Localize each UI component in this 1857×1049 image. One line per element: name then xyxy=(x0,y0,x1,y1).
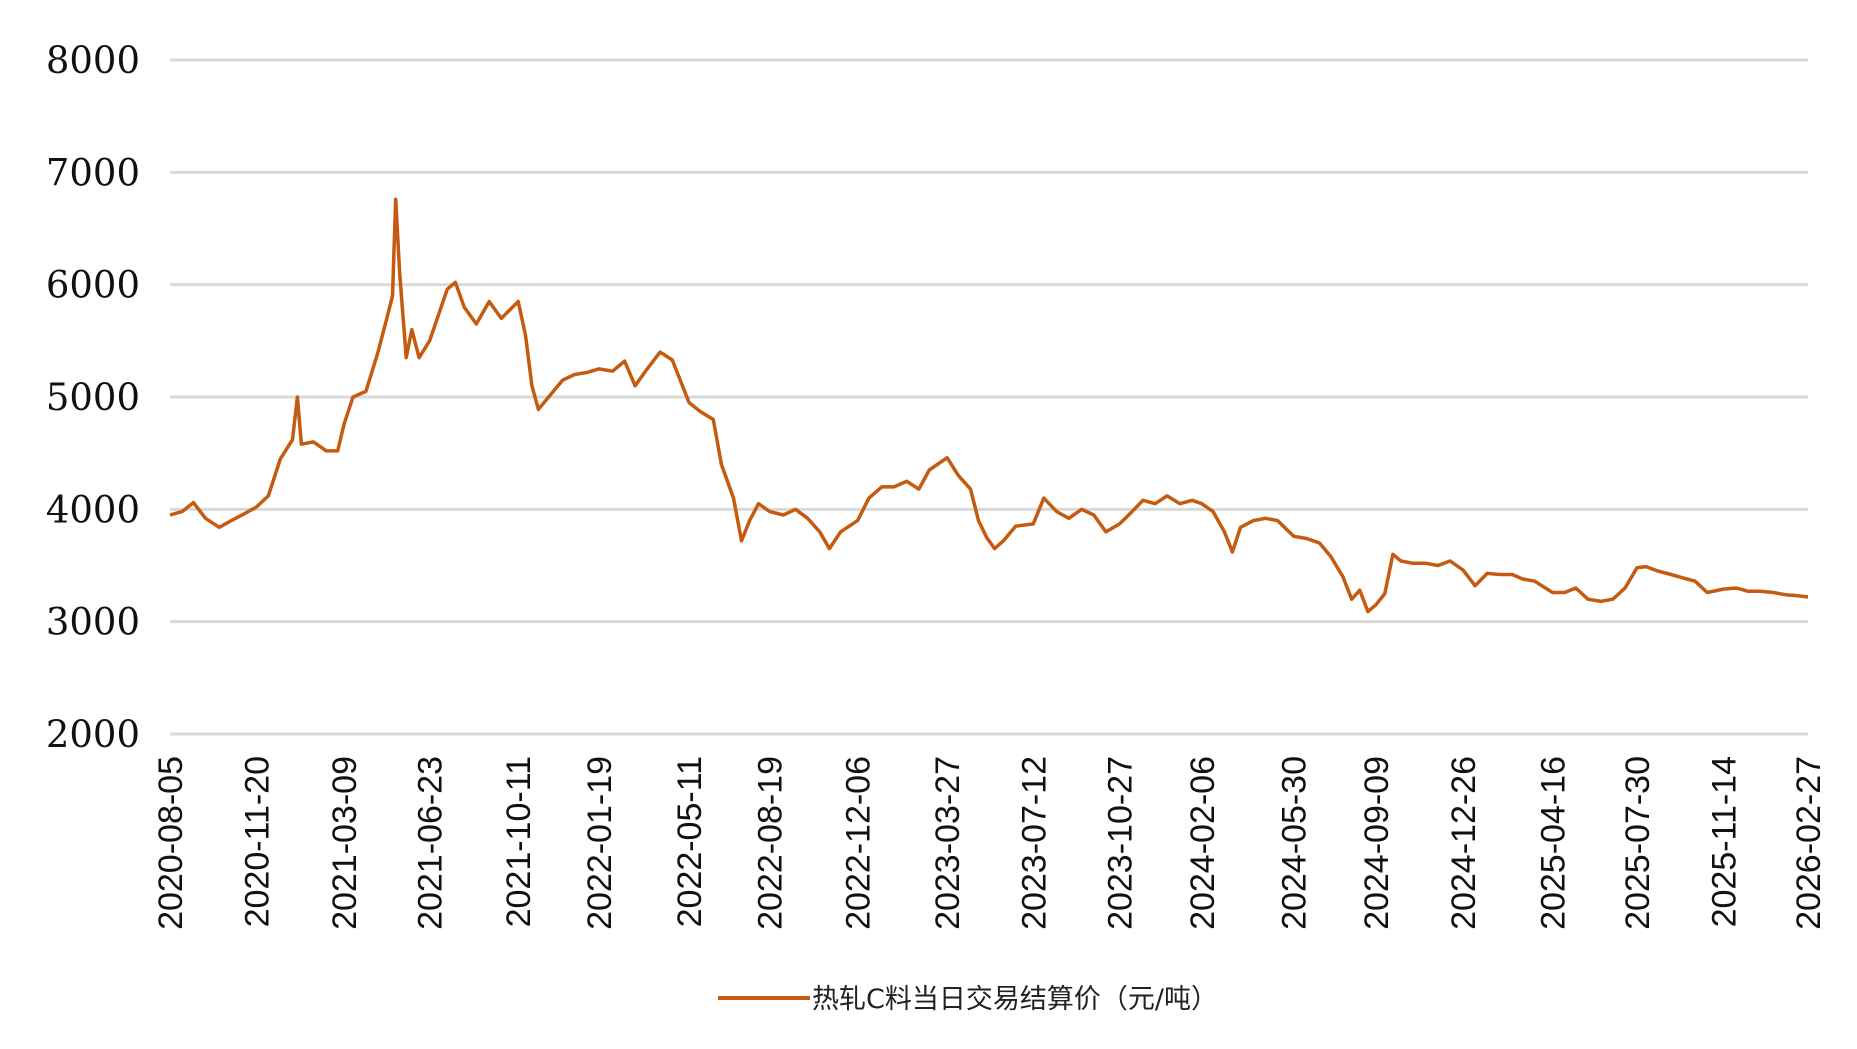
x-tick-label: 2024-02-06 xyxy=(1184,756,1222,930)
y-tick-label: 6000 xyxy=(46,264,140,307)
x-tick-label: 2022-08-19 xyxy=(752,756,790,930)
x-axis-tick-labels: 2020-08-05 2020-11-20 2021-03-09 2021-06-23… xyxy=(152,756,1828,930)
x-tick-label: 2023-10-27 xyxy=(1102,756,1140,930)
y-tick-label: 3000 xyxy=(46,601,140,644)
y-tick-label: 7000 xyxy=(46,151,140,194)
x-tick-label: 2024-12-26 xyxy=(1445,756,1483,930)
x-tick-label: 2020-08-05 xyxy=(152,756,190,930)
x-tick-label: 2023-07-12 xyxy=(1015,756,1053,930)
x-tick-label: 2024-09-09 xyxy=(1358,756,1396,930)
x-tick-label: 2021-10-11 xyxy=(500,756,538,927)
y-tick-label: 2000 xyxy=(46,713,140,756)
x-tick-label: 2025-11-14 xyxy=(1705,756,1743,927)
y-tick-label: 5000 xyxy=(46,376,140,419)
x-tick-label: 2024-05-30 xyxy=(1276,756,1314,930)
y-tick-label: 4000 xyxy=(46,488,140,531)
x-tick-label: 2023-03-27 xyxy=(929,756,967,930)
x-tick-label: 2025-04-16 xyxy=(1534,756,1572,930)
legend: 热轧C料当日交易结算价（元/吨） xyxy=(718,984,1218,1015)
y-axis-tick-labels: 2000 3000 4000 5000 6000 7000 8000 xyxy=(46,39,140,756)
gridlines xyxy=(170,58,1808,736)
x-tick-label: 2026-02-27 xyxy=(1790,756,1828,930)
x-tick-label: 2022-12-06 xyxy=(840,756,878,930)
x-tick-label: 2021-03-09 xyxy=(326,756,364,930)
series-line-0 xyxy=(169,197,1809,614)
y-tick-label: 8000 xyxy=(46,39,140,82)
series-lines xyxy=(169,197,1809,614)
x-tick-label: 2022-01-19 xyxy=(581,756,619,930)
legend-label: 热轧C料当日交易结算价（元/吨） xyxy=(812,984,1218,1015)
x-tick-label: 2025-07-30 xyxy=(1619,756,1657,930)
x-tick-label: 2021-06-23 xyxy=(412,756,450,930)
x-tick-label: 2022-05-11 xyxy=(671,756,709,927)
x-tick-label: 2020-11-20 xyxy=(238,756,276,927)
